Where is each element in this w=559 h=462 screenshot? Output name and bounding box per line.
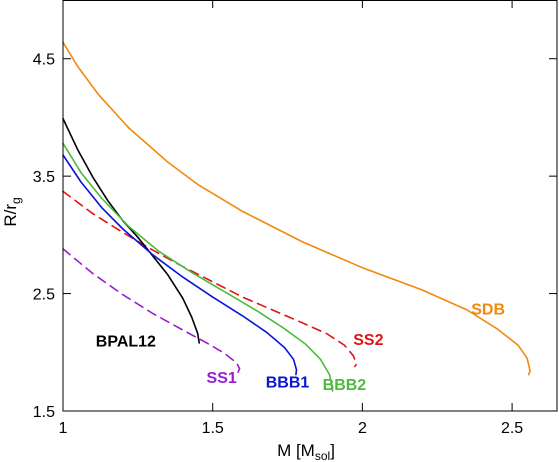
x-tick-label: 2 — [358, 420, 367, 437]
x-tick-label: 1 — [59, 420, 68, 437]
x-axis-title: M [Msol] — [277, 441, 335, 462]
series-bbb2-label: BBB2 — [323, 377, 367, 394]
series-ss2-line — [62, 190, 358, 368]
y-axis-title-subscript: g — [9, 197, 23, 204]
series-sdb-line — [62, 41, 531, 376]
x-axis-title-subscript: sol — [315, 449, 330, 462]
y-tick-label: 3.5 — [33, 169, 55, 186]
plot-frame — [62, 0, 558, 412]
curve-labels-layer: SDB SS2 BPAL12 BBB1 BBB2 SS1 — [96, 302, 505, 394]
x-tick-label: 2.5 — [501, 420, 523, 437]
series-bpal12-line — [62, 117, 200, 344]
series-bbb1-label: BBB1 — [266, 375, 310, 392]
series-bpal12-label: BPAL12 — [96, 333, 156, 350]
x-tick-label: 1.5 — [202, 420, 224, 437]
curves-layer — [62, 41, 531, 392]
ticks-layer: 1 1.5 2 2.51.52.53.54.5 — [33, 0, 557, 437]
y-tick-label: 2.5 — [33, 287, 55, 304]
y-axis-title: R/rg — [1, 197, 23, 226]
series-ss1-label: SS1 — [207, 370, 237, 387]
series-bbb2-line — [62, 142, 334, 392]
y-tick-label: 1.5 — [33, 404, 55, 421]
series-ss1-line — [62, 248, 241, 374]
series-sdb-label: SDB — [471, 302, 505, 319]
y-tick-label: 4.5 — [33, 52, 55, 69]
series-ss2-label: SS2 — [353, 332, 383, 349]
series-bbb1-line — [62, 154, 298, 376]
plot-background — [63, 0, 557, 411]
